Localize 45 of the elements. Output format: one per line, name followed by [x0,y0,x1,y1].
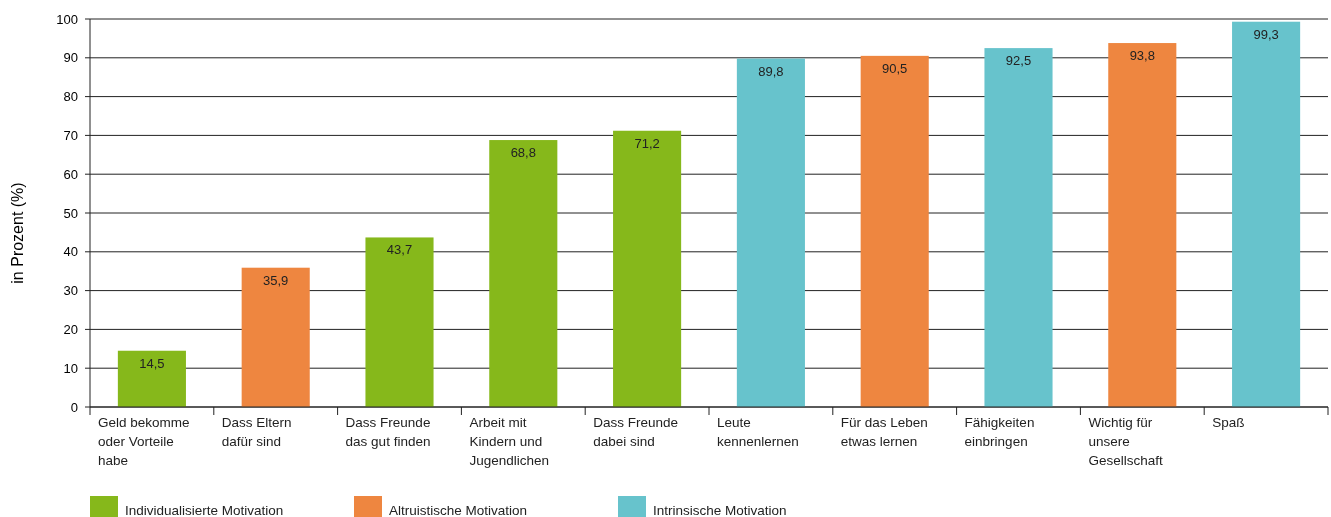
y-tick-label: 90 [63,50,78,66]
legend-label: Individualisierte Motivation [125,503,284,517]
x-tick-label: Dass Freunde dabei sind [593,415,678,449]
x-tick-label: Dass Eltern dafür sind [221,415,292,449]
y-tick-label: 50 [63,205,78,221]
data-label: 71,2 [634,135,660,151]
y-tick-label: 60 [63,166,78,182]
x-tick-label: Spaß [1212,415,1245,430]
bar [117,350,186,407]
y-tick-label: 20 [63,321,78,337]
bar [365,237,434,407]
bar [1232,21,1301,407]
y-tick-label: 40 [63,244,78,260]
x-tick-label: Arbeit mit Kindern und Jugendlichen [469,415,549,468]
y-tick-label: 100 [56,11,78,27]
data-label: 89,8 [758,63,784,79]
y-tick-label: 30 [63,283,78,299]
data-label: 99,3 [1253,26,1279,42]
data-label: 68,8 [510,145,536,161]
x-tick-label: Für das Leben etwas lernen [840,415,928,449]
x-tick-label: Wichtig für unsere Gesellschaft [1088,415,1163,468]
y-tick-label: 80 [63,89,78,105]
legend-label: Intrinsische Motivation [653,503,787,517]
y-tick-label: 10 [63,360,78,376]
x-tick-label: Leute kennenlernen [717,415,799,449]
bar [984,48,1053,407]
y-tick-label: 0 [70,399,78,415]
data-label: 14,5 [139,355,165,371]
bar [241,267,310,407]
bar [1108,43,1177,407]
x-tick-label: Fähigkeiten einbringen [964,415,1035,449]
data-label: 90,5 [882,60,908,76]
legend-label: Altruistische Motivation [389,503,528,517]
y-axis-title: in Prozent (%) [9,182,26,284]
bar [613,130,682,407]
x-tick-label: Dass Freunde das gut finden [345,415,431,449]
data-label: 43,7 [386,242,413,258]
data-label: 93,8 [1129,48,1155,64]
y-tick-label: 70 [63,127,78,143]
bar [736,58,805,407]
bar [860,55,929,407]
bar [489,140,558,407]
data-label: 92,5 [1005,53,1032,69]
x-tick-label: Geld bekomme oder Vorteile habe [98,415,190,468]
data-label: 35,9 [263,272,289,288]
